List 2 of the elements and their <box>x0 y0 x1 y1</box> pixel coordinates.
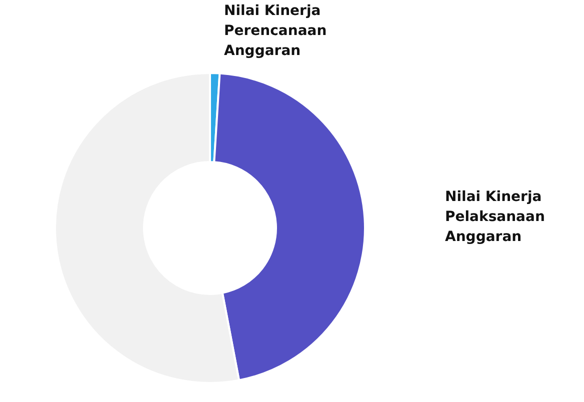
slice-label: Nilai Kinerja Pelaksanaan Anggaran <box>445 189 545 245</box>
slice-label: Nilai Kinerja Perencanaan Anggaran <box>224 3 327 59</box>
